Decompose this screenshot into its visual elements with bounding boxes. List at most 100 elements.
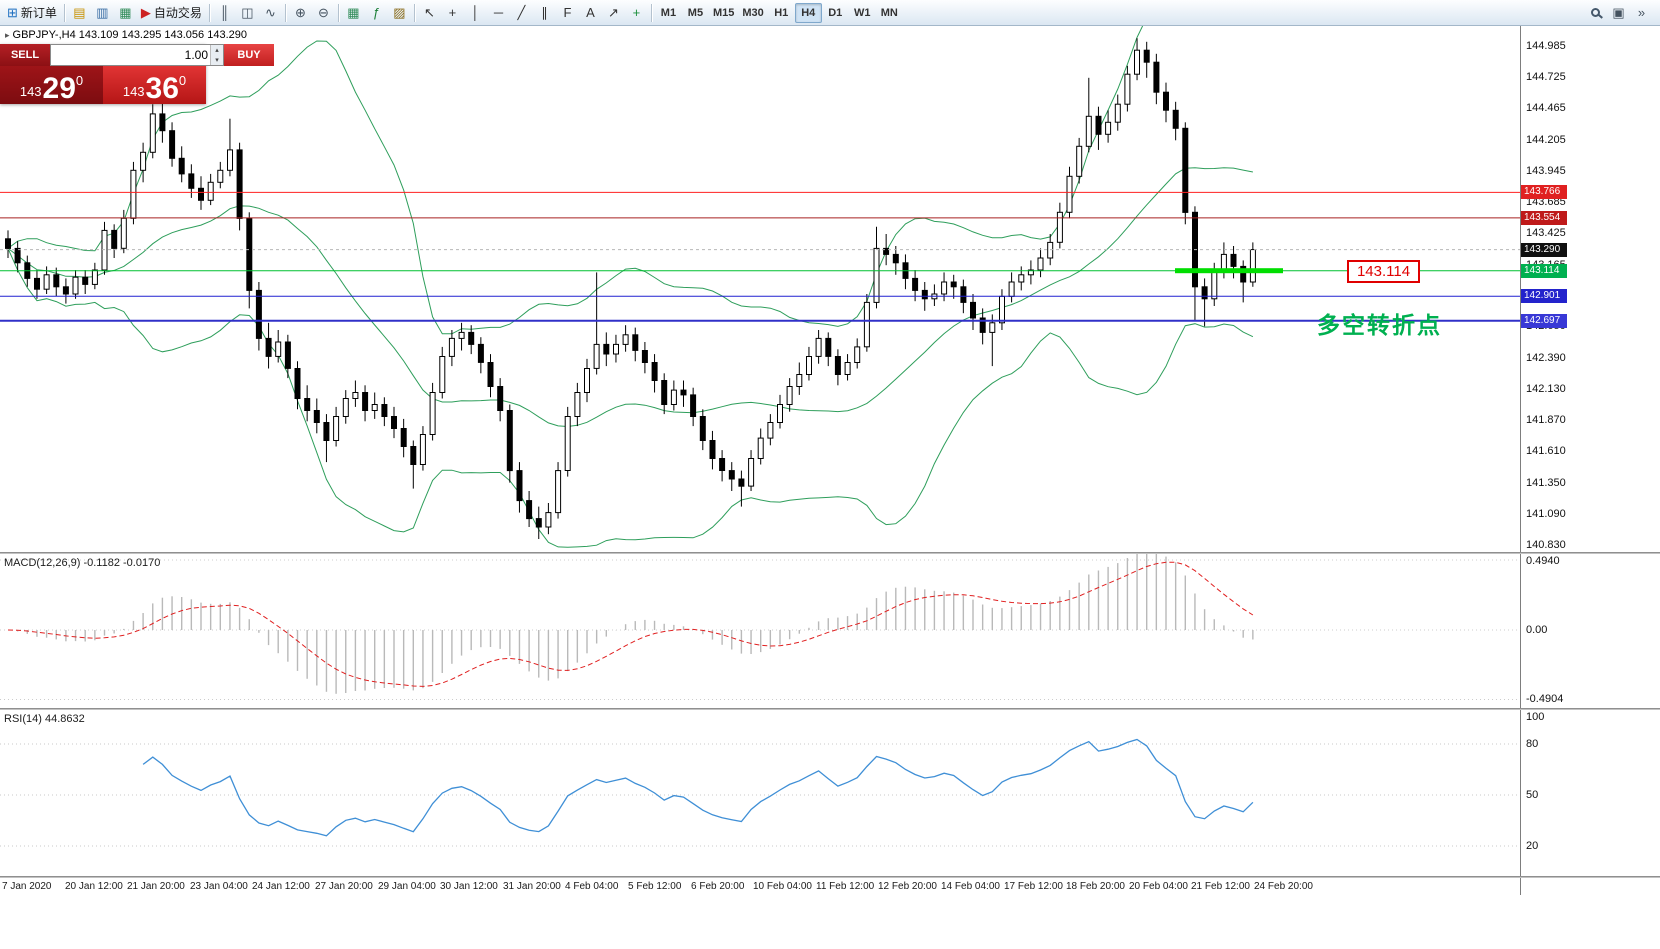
candlestick (574, 392, 581, 417)
candlestick (198, 187, 204, 201)
toolbar-overflow-button[interactable]: » (1630, 2, 1653, 24)
market-watch-button[interactable]: ▥ (91, 2, 114, 24)
line-chart-button[interactable]: ∿ (259, 2, 282, 24)
toolbar: ⊞ 新订单 ▤ ▥ ▦ ▶ 自动交易 ║ ◫ ∿ ⊕ ⊖ ▦ ƒ ▨ ↖ + │ ─ ╱ ∥ F A ↗ + M1 M5 M15 M30… (0, 0, 1660, 26)
trendline-button[interactable]: ╱ (510, 2, 533, 24)
toolbar-group: ▤ ▥ ▦ ▶ 自动交易 (68, 2, 206, 24)
candlestick (516, 470, 523, 502)
profiles-button[interactable]: ▤ (68, 2, 91, 24)
timeframe-d1-button[interactable]: D1 (828, 6, 843, 19)
candlestick (960, 286, 967, 303)
templates-button[interactable]: ▨ (388, 2, 411, 24)
panel-divider[interactable] (0, 876, 1660, 878)
candlestick (275, 341, 282, 357)
candlestick (1230, 253, 1237, 267)
candlestick (1037, 257, 1044, 271)
candlestick (970, 301, 976, 319)
channel-button[interactable]: ∥ (533, 2, 556, 24)
price-tag: 142.901 (1521, 289, 1567, 303)
horizontal-line-button[interactable]: ─ (487, 2, 510, 24)
trendline-icon: ╱ (517, 5, 526, 20)
price-axis-label: 143.425 (1526, 227, 1566, 239)
buy-button[interactable]: BUY (224, 44, 274, 66)
candlestick (43, 274, 50, 290)
price-axis[interactable]: 144.985 144.725 144.465 144.205 143.945 143.6… (1520, 26, 1660, 895)
candlestick (1027, 269, 1034, 276)
crosshair-button[interactable]: + (441, 2, 464, 24)
candlestick (410, 446, 417, 465)
time-axis-label: 20 Feb 04:00 (1129, 881, 1188, 892)
price-axis-label: 141.350 (1526, 477, 1566, 489)
timeframe-h4-button[interactable]: H4 (794, 2, 822, 23)
autotrading-button[interactable]: ▶ 自动交易 (137, 2, 206, 24)
candlestick (178, 157, 185, 175)
candlestick (1124, 73, 1131, 105)
zoom-out-button[interactable]: ⊖ (312, 2, 335, 24)
bar-chart-button[interactable]: ║ (213, 2, 236, 24)
macd-axis-label: -0.4904 (1526, 693, 1564, 705)
add-object-button[interactable]: + (625, 2, 648, 24)
candlestick (468, 331, 475, 345)
window-layout-button[interactable]: ▣ (1607, 2, 1630, 24)
candlestick (1163, 91, 1169, 111)
one-click-buy-price-button[interactable]: 143 36 0 (103, 66, 206, 104)
indicators-button[interactable]: ƒ (365, 2, 388, 24)
timeframe-m30-button[interactable]: M30 (742, 6, 764, 19)
candlestick (111, 229, 118, 249)
candlestick (603, 343, 610, 355)
candlestick-chart-button[interactable]: ◫ (236, 2, 259, 24)
macd-panel-chart[interactable] (0, 554, 1520, 708)
one-click-sell-price-button[interactable]: 143 29 0 (0, 66, 103, 104)
zoom-in-button[interactable]: ⊕ (289, 2, 312, 24)
candlestick (622, 334, 629, 345)
candlestick (777, 404, 783, 423)
vertical-line-button[interactable]: │ (464, 2, 487, 24)
candlestick (1056, 211, 1063, 243)
panel-divider[interactable] (0, 708, 1660, 710)
time-axis-label: 31 Jan 20:00 (503, 881, 561, 892)
chart-info-line: ▸ GBPJPY-,H4 143.109 143.295 143.056 143.… (5, 29, 247, 41)
candlestick (72, 276, 79, 295)
ohlc-info-text: GBPJPY-,H4 143.109 143.295 143.056 143.2… (12, 29, 247, 41)
timeframe-w1-button[interactable]: W1 (854, 6, 871, 19)
timeframe-h1-button[interactable]: H1 (774, 6, 789, 19)
candlestick (294, 368, 301, 399)
candlestick (738, 478, 745, 487)
market-watch-icon: ▥ (96, 5, 109, 20)
candlestick (670, 389, 677, 406)
candlestick-chart-icon: ◫ (241, 5, 254, 20)
time-axis-label: 4 Feb 04:00 (565, 881, 619, 892)
candlestick (719, 458, 726, 471)
timeframe-mn-button[interactable]: MN (880, 6, 898, 19)
panel-divider[interactable] (0, 552, 1660, 554)
timeframe-m15-button[interactable]: M15 (712, 6, 735, 19)
tile-windows-icon: ▦ (347, 5, 360, 20)
candlestick (207, 181, 214, 201)
candlestick (950, 281, 957, 288)
volume-increase-button[interactable]: ▴ (211, 45, 223, 55)
fibonacci-button[interactable]: F (556, 2, 579, 24)
indicators-icon: ƒ (372, 5, 381, 20)
toolbar-separator (63, 3, 65, 22)
candlestick (1085, 115, 1092, 147)
candlestick (1047, 241, 1054, 259)
toolbar-group: ▦ ƒ ▨ (342, 2, 411, 24)
arrows-button[interactable]: ↗ (602, 2, 625, 24)
time-axis[interactable]: 7 Jan 2020 20 Jan 12:00 21 Jan 20:00 23 Jan… (0, 878, 1520, 895)
tile-windows-button[interactable]: ▦ (342, 2, 365, 24)
volume-decrease-button[interactable]: ▾ (211, 55, 223, 65)
volume-input[interactable] (51, 45, 210, 65)
timeframe-m5-button[interactable]: M5 (687, 6, 704, 19)
rsi-panel-chart[interactable] (0, 710, 1520, 876)
new-order-button[interactable]: ⊞ 新订单 (3, 2, 61, 24)
cursor-button[interactable]: ↖ (418, 2, 441, 24)
price-chart[interactable] (0, 26, 1520, 552)
autotrading-label: 自动交易 (153, 6, 202, 20)
text-button[interactable]: A (579, 2, 602, 24)
timeframe-m1-button[interactable]: M1 (660, 6, 677, 19)
search-button[interactable] (1584, 2, 1607, 24)
data-window-button[interactable]: ▦ (114, 2, 137, 24)
vertical-line-icon: │ (471, 5, 480, 20)
sell-button[interactable]: SELL (0, 44, 50, 66)
time-axis-label: 30 Jan 12:00 (440, 881, 498, 892)
